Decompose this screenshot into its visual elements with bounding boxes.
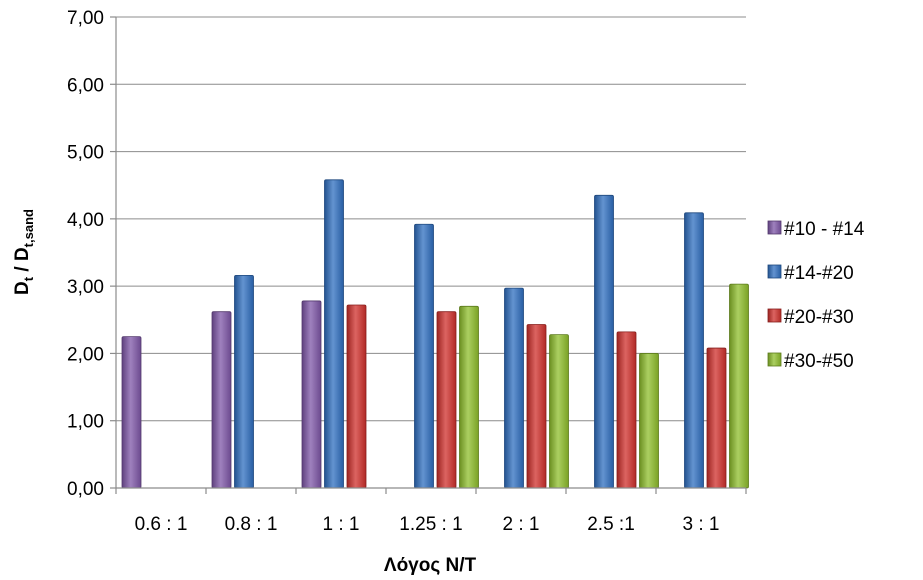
bar: [526, 324, 547, 489]
y-tick-label: 0,00: [67, 479, 104, 500]
x-tick-label: 2.5 :1: [587, 514, 635, 535]
x-tick-label: 3 : 1: [683, 514, 720, 535]
x-tick-label: 1 : 1: [323, 514, 360, 535]
y-tick-label: 1,00: [67, 412, 104, 433]
x-tick-labels: 0.6 : 1 0.8 : 1 1 : 1 1.25 : 1 2 : 1 2.5 :1 3 …: [135, 514, 720, 535]
y-tick-label: 7,00: [67, 8, 104, 29]
bars: [121, 179, 749, 489]
bar: [549, 334, 569, 489]
legend-swatch: [767, 352, 782, 367]
bar: [301, 300, 322, 489]
x-tick-label: 0.8 : 1: [225, 514, 278, 535]
bar: [121, 336, 142, 489]
bar: [436, 311, 457, 489]
bar: [616, 331, 637, 489]
x-tick-label: 0.6 : 1: [135, 514, 188, 535]
x-tick-label: 2 : 1: [503, 514, 540, 535]
y-tick-label: 6,00: [67, 75, 104, 96]
x-tick-label: 1.25 : 1: [399, 514, 462, 535]
y-tick-label: 3,00: [67, 277, 104, 298]
bar: [459, 305, 479, 489]
bar: [594, 194, 614, 489]
y-tick-label: 4,00: [67, 210, 104, 231]
y-tick-label: 5,00: [67, 143, 104, 164]
axes: [110, 16, 747, 494]
bar: [324, 179, 344, 489]
bar: [346, 304, 367, 489]
legend-label: #20-#30: [784, 307, 854, 328]
legend-swatch: [767, 264, 782, 279]
legend-label: #30-#50: [784, 351, 854, 372]
bar: [706, 347, 727, 489]
legend-label: #10 - #14: [784, 219, 865, 240]
legend-label: #14-#20: [784, 263, 854, 284]
bar: [504, 287, 524, 489]
legend-swatch: [767, 308, 782, 323]
bar: [414, 223, 434, 489]
bar: [639, 353, 659, 489]
legend-swatch: [767, 220, 782, 235]
x-axis-title: Λόγος N/T: [384, 555, 477, 576]
bar: [211, 311, 232, 489]
y-tick-labels: 0,00 1,00 2,00 3,00 4,00 5,00 6,00 7,00: [67, 8, 104, 500]
bar: [729, 283, 749, 489]
bar: [684, 212, 704, 489]
bar: [234, 274, 254, 489]
legend: #10 - #14 #14-#20 #20-#30 #30-#50: [767, 219, 865, 372]
y-axis-title: Dt / Dt,sand: [12, 209, 36, 295]
y-tick-label: 2,00: [67, 344, 104, 365]
